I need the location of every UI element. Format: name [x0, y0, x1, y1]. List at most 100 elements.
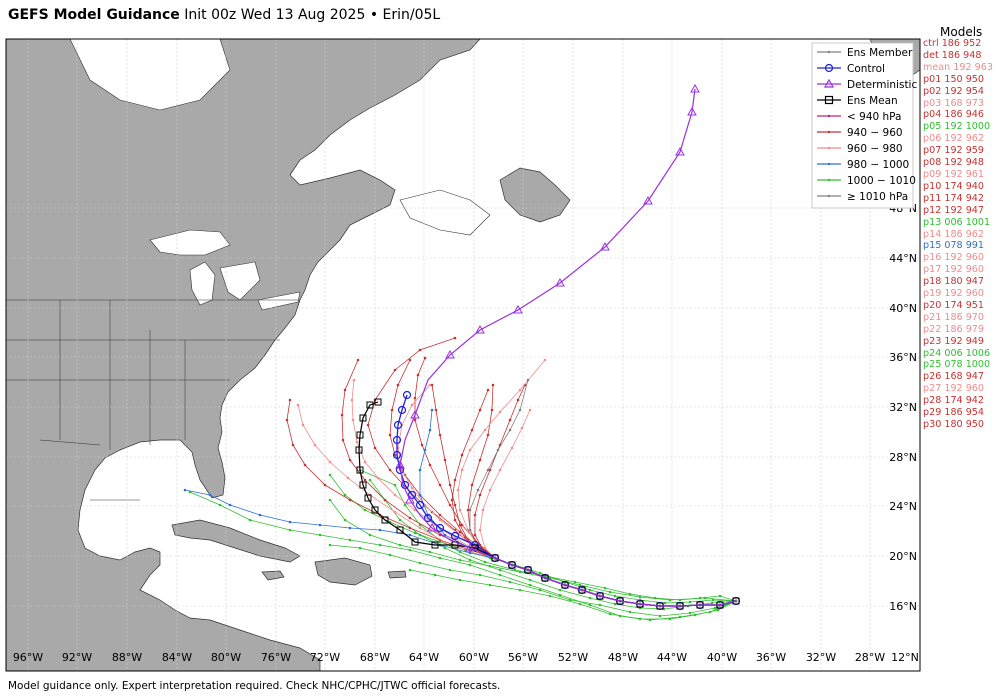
- deterministic-marker: [687, 106, 697, 116]
- model-entry: p12 192 947: [923, 204, 985, 216]
- track-green: [328, 543, 738, 618]
- model-entry: p27 192 960: [923, 383, 985, 395]
- lat-label: 20°N: [889, 550, 917, 563]
- model-entry: p07 192 959: [923, 145, 985, 157]
- legend-item: 1000 − 1010: [817, 175, 916, 187]
- deterministic-marker: [555, 277, 565, 287]
- mean-marker: [578, 586, 586, 594]
- land-north-america: [6, 39, 481, 671]
- mean-marker: [364, 494, 372, 502]
- lon-label: 64°W: [409, 651, 439, 664]
- model-entry: p08 192 948: [923, 157, 985, 169]
- model-entry: p28 174 942: [923, 395, 985, 407]
- mean-marker: [396, 526, 404, 534]
- mean-marker: [359, 414, 367, 422]
- legend-item: 960 − 980: [817, 143, 903, 155]
- ensemble-tracks: [183, 83, 741, 622]
- state-borders: [6, 299, 300, 501]
- control-marker: [423, 513, 433, 523]
- deterministic-marker: [395, 459, 405, 469]
- mean-marker: [411, 538, 419, 546]
- chart-title: GEFS Model Guidance Init 00z Wed 13 Aug …: [8, 7, 440, 23]
- model-entry: p05 192 1000: [923, 121, 991, 133]
- control-marker: [402, 390, 412, 400]
- legend-item: Ens Member: [817, 47, 913, 59]
- deterministic-marker: [465, 542, 475, 552]
- deterministic-marker: [445, 349, 455, 359]
- model-entry: p06 192 962: [923, 133, 985, 145]
- legend-item: Control: [817, 63, 885, 75]
- lon-label: 12°N: [891, 651, 919, 664]
- model-entry: mean 192 963: [923, 61, 993, 73]
- lon-label: 32°W: [806, 651, 836, 664]
- title-bold: GEFS Model Guidance: [8, 7, 180, 23]
- lon-label: 72°W: [310, 651, 340, 664]
- deterministic-marker: [427, 522, 437, 532]
- legend-label: < 940 hPa: [847, 111, 901, 123]
- models-list: ctrl 186 952 det 186 948 mean 192 963 p01 1…: [923, 38, 993, 431]
- model-entry: p17 192 960: [923, 264, 985, 276]
- model-entry: p22 186 979: [923, 323, 985, 335]
- deterministic-marker: [690, 83, 700, 93]
- lat-label: 28°N: [889, 451, 917, 464]
- mean-marker: [359, 481, 367, 489]
- legend: Ens Member Control Deterministic Ens Mean < …: [811, 42, 917, 209]
- legend-item: Deterministic: [817, 78, 917, 91]
- mean-marker: [508, 561, 516, 569]
- track-green: [188, 490, 738, 622]
- model-entry: p04 186 946: [923, 109, 985, 121]
- legend-label: Control: [847, 63, 885, 75]
- model-entry: p01 150 950: [923, 73, 985, 85]
- model-entry: p15 078 991: [923, 240, 985, 252]
- model-entry: p26 168 947: [923, 371, 985, 383]
- land-hispaniola: [314, 557, 373, 586]
- deterministic-marker: [675, 146, 685, 156]
- deterministic-marker: [600, 241, 610, 251]
- mean-marker: [561, 581, 569, 589]
- lon-label: 84°W: [162, 651, 192, 664]
- model-entry: det 186 948: [923, 49, 982, 61]
- model-entry: p02 192 954: [923, 85, 985, 97]
- lon-label: 36°W: [756, 651, 786, 664]
- mean-marker: [732, 597, 740, 605]
- latitude-labels: 16°N20°N24°N28°N32°N36°N40°N44°N48°N: [889, 202, 917, 613]
- model-entry: p25 078 1000: [923, 359, 991, 371]
- mean-marker: [374, 398, 382, 406]
- gulf-st-lawrence: [399, 189, 491, 236]
- lon-label: 52°W: [558, 651, 588, 664]
- legend-item: 980 − 1000: [817, 159, 909, 171]
- deterministic-marker: [643, 195, 653, 205]
- mean-marker: [366, 401, 374, 409]
- control-marker: [435, 523, 445, 533]
- model-entry: p23 192 949: [923, 335, 985, 347]
- track-green: [408, 568, 738, 621]
- lon-label: 48°W: [608, 651, 638, 664]
- lon-label: 76°W: [261, 651, 291, 664]
- models-title: Models: [940, 25, 983, 39]
- mean-marker: [356, 466, 364, 474]
- control-marker: [415, 500, 425, 510]
- lat-label: 36°N: [889, 351, 917, 364]
- model-entry: p10 174 940: [923, 180, 985, 192]
- mean-marker: [371, 506, 379, 514]
- legend-item: < 940 hPa: [817, 111, 901, 123]
- lat-label: 16°N: [889, 600, 917, 613]
- lat-label: 44°N: [889, 252, 917, 265]
- lon-label: 56°W: [508, 651, 538, 664]
- model-entry: p11 174 942: [923, 192, 985, 204]
- model-entry: p13 006 1001: [923, 216, 991, 228]
- model-entry: p19 192 960: [923, 288, 985, 300]
- land-cuba: [171, 519, 301, 563]
- model-entry: p18 180 947: [923, 276, 985, 288]
- model-entry: p21 186 970: [923, 311, 985, 323]
- control-marker: [393, 420, 403, 430]
- model-entry: p16 192 960: [923, 252, 985, 264]
- legend-label: 960 − 980: [847, 143, 903, 155]
- mean-marker: [381, 516, 389, 524]
- control-marker: [450, 531, 460, 541]
- lat-label: 40°N: [889, 302, 917, 315]
- lat-label: 24°N: [889, 500, 917, 513]
- control-marker: [392, 450, 402, 460]
- model-entry: p14 186 962: [923, 228, 985, 240]
- deterministic-marker: [410, 409, 420, 419]
